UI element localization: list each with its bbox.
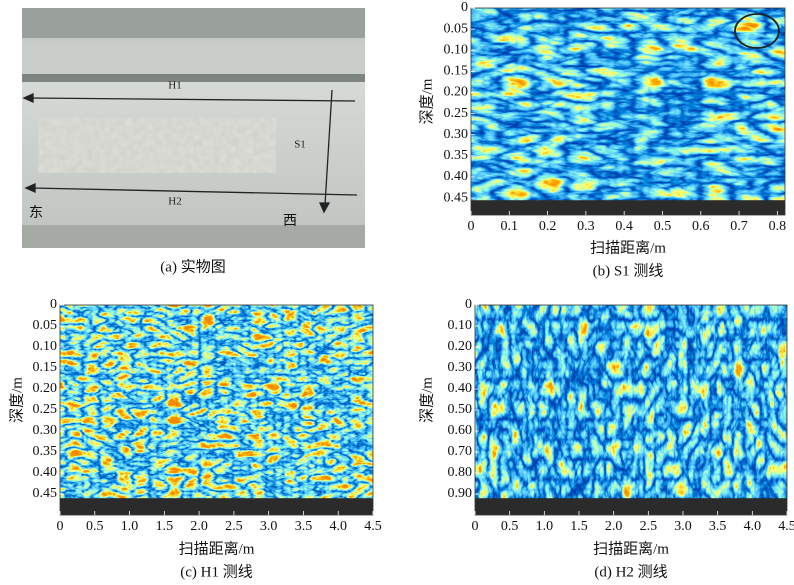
x-tick-label: 0 <box>57 519 64 534</box>
y-tick-label: 0.30 <box>448 360 473 375</box>
photo-label: H2 <box>168 196 181 208</box>
y-tick-label: 0.30 <box>33 423 58 438</box>
x-tick-label: 4.0 <box>329 519 347 534</box>
x-tick-label: 2.5 <box>225 519 243 534</box>
x-tick-label: 4.5 <box>364 519 382 534</box>
x-tick-label: 1.0 <box>536 519 554 534</box>
x-tick-label: 4.0 <box>744 519 762 534</box>
y-tick-label: 0.35 <box>33 444 58 459</box>
x-tick-label: 0.2 <box>539 219 557 234</box>
cornice <box>22 44 365 74</box>
x-tick-label: 2.0 <box>605 519 623 534</box>
y-tick-label: 0.70 <box>448 444 473 459</box>
photo: H1 S1 H2 东 西 <box>22 8 365 248</box>
y-tick-label: 0.40 <box>444 169 469 184</box>
y-tick-label: 0.20 <box>33 381 58 396</box>
caption: (d) H2 测线 <box>594 563 667 580</box>
arrow-head <box>22 92 34 104</box>
x-axis-label: 扫描距离/m <box>590 239 666 256</box>
y-axis-label: 深度/m <box>418 377 435 423</box>
no-data-band <box>60 498 373 515</box>
y-axis-label: 深度/m <box>8 377 25 423</box>
y-tick-label: 0.40 <box>33 465 58 480</box>
x-axis-label: 扫描距离/m <box>179 540 255 557</box>
x-tick-label: 0.7 <box>730 219 748 234</box>
plot-frame <box>470 7 786 216</box>
y-tick-label: 0.10 <box>448 318 473 333</box>
photo-label: H1 <box>168 80 181 92</box>
y-tick-label: 0.25 <box>33 402 58 417</box>
x-tick-label: 0 <box>472 519 479 534</box>
cornice-shadow <box>22 74 365 82</box>
x-tick-label: 0.6 <box>692 219 710 234</box>
y-tick-label: 0.45 <box>33 486 58 501</box>
x-tick-label: 1.0 <box>121 519 139 534</box>
y-tick-label: 0.25 <box>444 106 469 121</box>
highlight-circle <box>734 13 780 49</box>
y-tick-label: 0 <box>50 297 57 312</box>
x-tick-label: 0.8 <box>769 219 787 234</box>
x-tick-label: 0.5 <box>654 219 672 234</box>
x-tick-label: 0 <box>468 219 475 234</box>
x-tick-label: 3.0 <box>260 519 278 534</box>
no-data-band <box>471 200 785 215</box>
y-tick-label: 0.15 <box>33 360 58 375</box>
arrow-head <box>318 202 331 214</box>
photo-label: 东 <box>29 205 43 221</box>
y-tick-label: 0.30 <box>444 127 469 142</box>
photo-label: S1 <box>294 139 306 151</box>
base <box>22 225 365 248</box>
x-tick-label: 4.5 <box>778 519 794 534</box>
y-tick-label: 0.50 <box>448 402 473 417</box>
y-tick-label: 0.10 <box>33 339 58 354</box>
x-tick-label: 2.5 <box>640 519 658 534</box>
radargram <box>60 305 373 515</box>
x-tick-label: 0.5 <box>501 519 519 534</box>
x-tick-label: 3.5 <box>709 519 727 534</box>
x-tick-label: 3.5 <box>295 519 313 534</box>
x-tick-label: 3.0 <box>674 519 692 534</box>
survey-lines <box>22 89 358 214</box>
y-tick-label: 0.15 <box>444 64 469 79</box>
radargram <box>471 8 785 215</box>
caption: (c) H1 测线 <box>180 563 252 580</box>
h1-line <box>29 97 356 102</box>
y-tick-label: 0.45 <box>444 190 469 205</box>
y-tick-label: 0.90 <box>448 486 473 501</box>
stone-panel <box>38 118 276 173</box>
x-tick-label: 0.5 <box>86 519 104 534</box>
y-tick-label: 0.10 <box>444 42 469 57</box>
y-axis-label: 深度/m <box>418 78 435 124</box>
x-tick-label: 1.5 <box>570 519 588 534</box>
x-tick-label: 1.5 <box>156 519 174 534</box>
x-tick-label: 0.3 <box>577 219 595 234</box>
y-tick-label: 0.35 <box>444 148 469 163</box>
y-tick-label: 0.05 <box>444 21 469 36</box>
y-tick-label: 0.60 <box>448 423 473 438</box>
balustrade <box>22 8 365 38</box>
photo-label: 西 <box>283 214 297 229</box>
y-tick-label: 0 <box>461 0 468 15</box>
y-tick-label: 0.20 <box>444 85 469 100</box>
s1-line <box>324 89 333 206</box>
x-tick-label: 2.0 <box>190 519 208 534</box>
h2-line <box>31 187 358 196</box>
y-tick-label: 0.40 <box>448 381 473 396</box>
no-data-band <box>475 498 787 515</box>
y-tick-label: 0.20 <box>448 339 473 354</box>
x-axis-label: 扫描距离/m <box>593 540 669 557</box>
y-tick-label: 0.05 <box>33 318 58 333</box>
x-tick-label: 0.1 <box>501 219 519 234</box>
y-tick-label: 0 <box>465 297 472 312</box>
x-tick-label: 0.4 <box>615 219 633 234</box>
y-tick-label: 0.80 <box>448 465 473 480</box>
caption: (b) S1 测线 <box>593 262 664 279</box>
radargram <box>475 305 787 515</box>
arrow-head <box>24 182 36 194</box>
caption: (a) 实物图 <box>160 258 225 275</box>
